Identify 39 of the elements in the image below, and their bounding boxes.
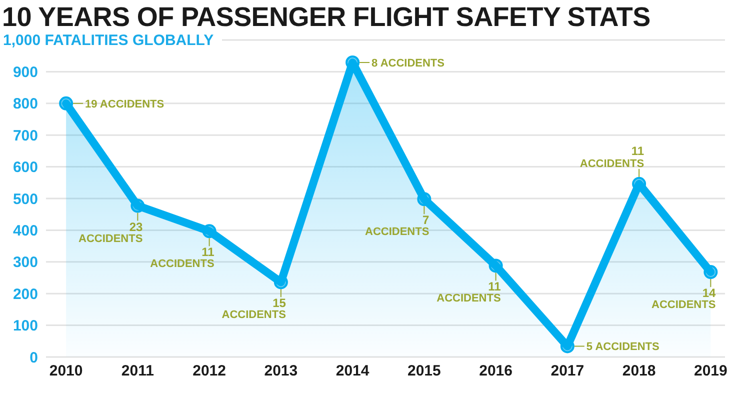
point xyxy=(704,265,718,280)
x-tick-label: 2012 xyxy=(192,362,226,380)
y-tick-label: 900 xyxy=(12,64,38,82)
x-tick-label: 2018 xyxy=(622,362,656,380)
annotation: 15 ACCIDENTS xyxy=(222,296,286,322)
annotation: 8 ACCIDENTS xyxy=(372,58,444,70)
y-tick-label: 700 xyxy=(12,127,38,144)
y-tick-label: 0 xyxy=(30,349,38,366)
x-tick-label: 2014 xyxy=(336,362,370,380)
annotation: 19 ACCIDENTS xyxy=(85,98,164,110)
x-tick-label: 2011 xyxy=(121,362,154,380)
x-tick-label: 2019 xyxy=(694,362,728,380)
point xyxy=(59,96,74,110)
annotation: 11 ACCIDENTS xyxy=(580,144,644,170)
point xyxy=(488,258,503,273)
chart-title: 10 YEARS OF PASSENGER FLIGHT SAFETY STATS xyxy=(2,1,650,33)
x-tick-label: 2010 xyxy=(49,362,83,380)
x-tick-label: 2013 xyxy=(264,362,298,380)
y-tick-label: 100 xyxy=(12,318,38,335)
annotation: 5 ACCIDENTS xyxy=(586,341,660,354)
y-tick-label: 800 xyxy=(12,96,38,113)
annotation: 11 ACCIDENTS xyxy=(150,245,215,270)
y-tick-label: 200 xyxy=(12,286,38,303)
point xyxy=(130,198,145,213)
annotation: 14 ACCIDENTS xyxy=(652,286,716,312)
y-tick-label: 300 xyxy=(12,254,38,272)
annotation: 23 ACCIDENTS xyxy=(78,220,143,245)
y-tick-label: 500 xyxy=(12,190,38,208)
x-tick-label: 2016 xyxy=(479,362,512,380)
x-tick-label: 2015 xyxy=(407,362,441,380)
y-tick-label: 400 xyxy=(12,222,38,240)
point xyxy=(417,192,432,206)
annotation: 11 ACCIDENTS xyxy=(436,280,502,305)
x-tick-label: 2017 xyxy=(550,362,584,380)
y-axis-title: 1,000 FATALITIES GLOBALLY xyxy=(3,32,222,49)
annotation: 7 ACCIDENTS xyxy=(365,213,430,238)
y-tick-label: 600 xyxy=(12,159,38,176)
point xyxy=(202,224,216,238)
point xyxy=(274,275,288,290)
